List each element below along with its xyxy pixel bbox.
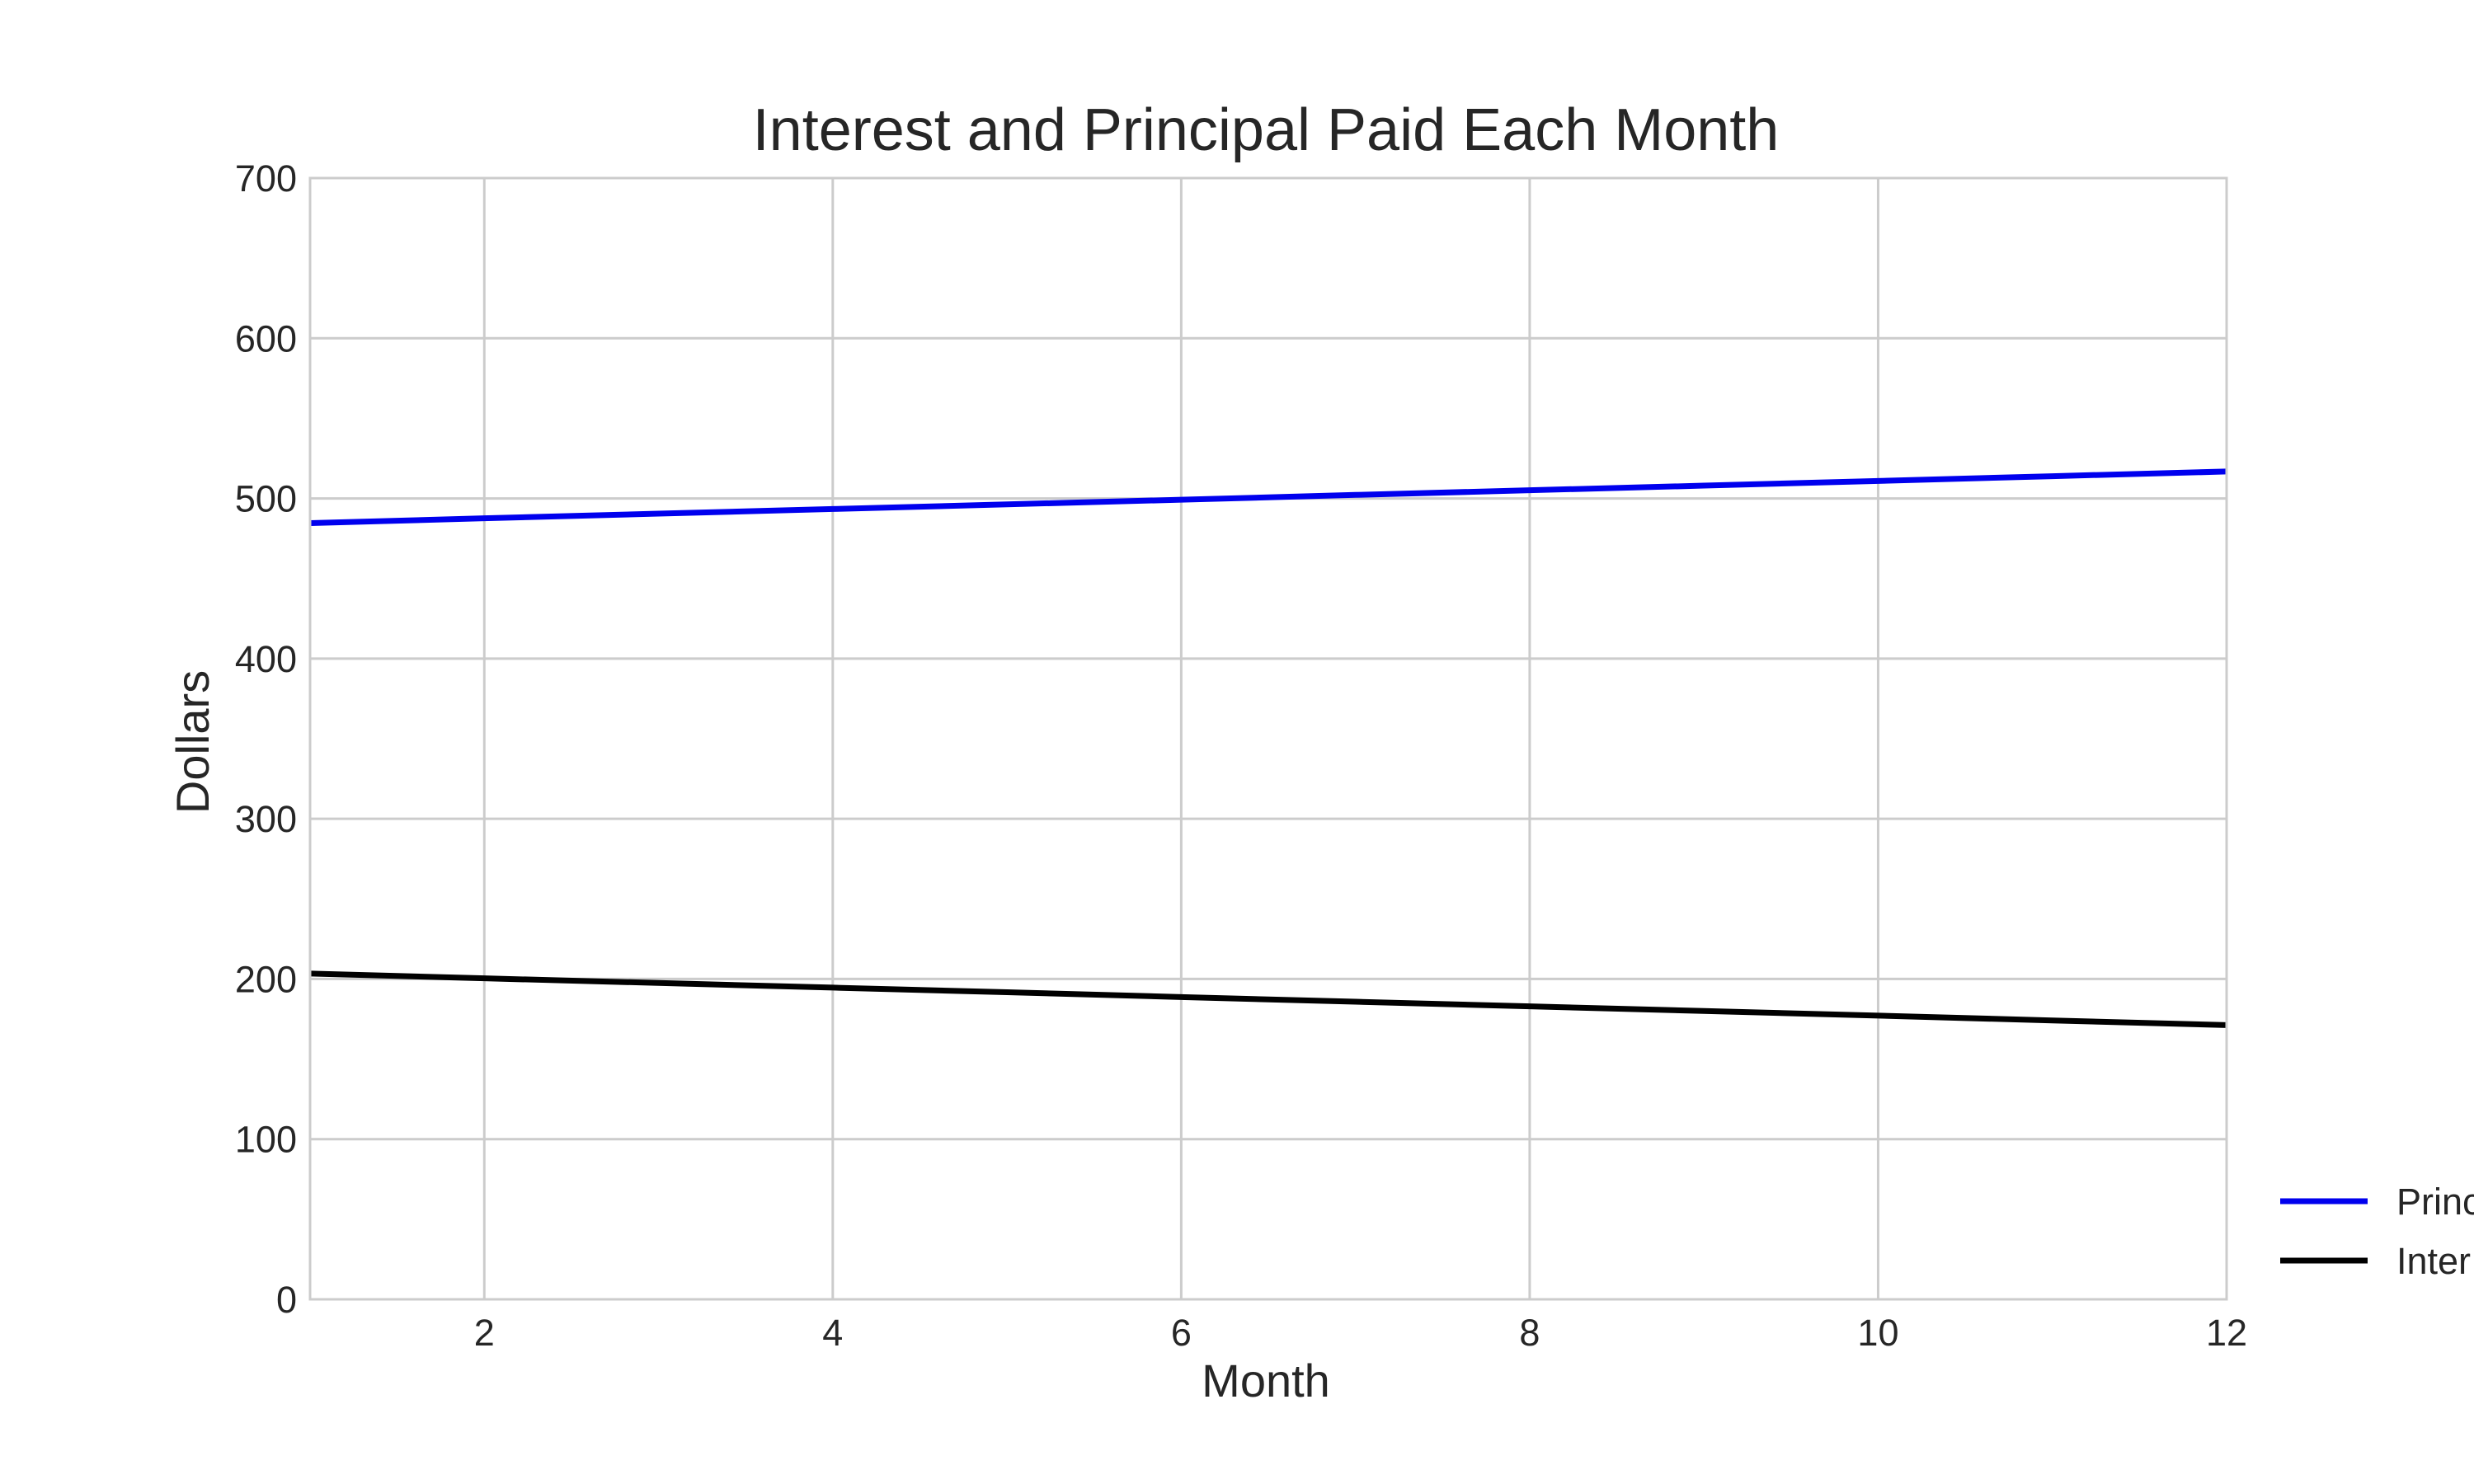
- x-tick-label: 10: [1857, 1312, 1898, 1354]
- series-line-interest: [309, 970, 2227, 1028]
- y-tick-label: 400: [235, 638, 297, 680]
- y-tick-label: 0: [276, 1279, 297, 1321]
- chart-title: Interest and Principal Paid Each Month: [753, 97, 1780, 163]
- x-tick-label: 4: [822, 1312, 843, 1354]
- y-axis-label: Dollars: [167, 670, 219, 814]
- series-lines: [309, 468, 2227, 1028]
- x-tick-label: 6: [1171, 1312, 1192, 1354]
- tick-labels: 0 100 200 300 400 500 600 700 2 4 6 8 10 12: [235, 157, 2247, 1354]
- plot-frame: [308, 176, 2228, 1301]
- y-tick-label: 300: [235, 798, 297, 840]
- legend: Princ Inter: [2280, 1181, 2474, 1282]
- series-line-principal: [309, 468, 2227, 526]
- x-axis-label: Month: [1202, 1355, 1330, 1407]
- y-tick-label: 700: [235, 157, 297, 200]
- y-tick-label: 100: [235, 1119, 297, 1161]
- y-tick-label: 600: [235, 317, 297, 359]
- x-tick-label: 2: [474, 1312, 495, 1354]
- y-tick-label: 500: [235, 478, 297, 520]
- legend-label-principal: Princ: [2396, 1181, 2474, 1223]
- x-tick-label: 8: [1519, 1312, 1540, 1354]
- y-tick-label: 200: [235, 958, 297, 1000]
- legend-label-interest: Inter: [2396, 1240, 2471, 1282]
- x-tick-label: 12: [2206, 1312, 2247, 1354]
